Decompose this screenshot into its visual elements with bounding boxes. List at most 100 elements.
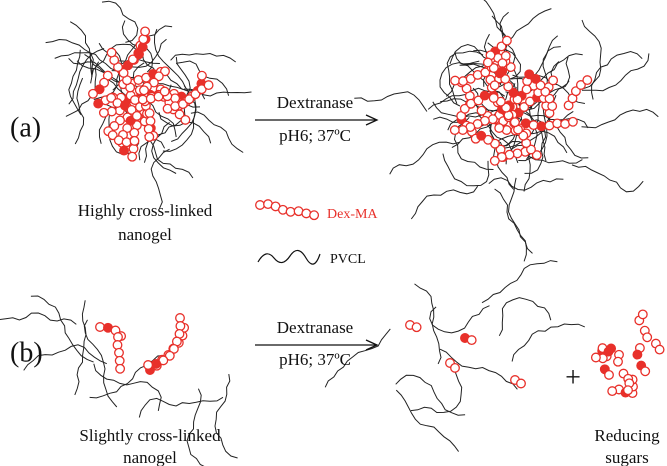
legend-label: PVCL — [330, 252, 366, 267]
polymer-chain — [215, 374, 238, 458]
dextran-unit — [459, 126, 468, 135]
dextran-unit — [537, 122, 546, 131]
dextran-unit — [116, 365, 125, 374]
arrow-label: Dextranase — [277, 318, 353, 337]
caption: nanogel — [118, 225, 172, 244]
dextran-unit — [480, 91, 489, 100]
dextran-unit — [160, 87, 169, 96]
dextran-unit — [477, 106, 486, 115]
dextran-unit — [145, 109, 154, 118]
dextran-unit — [144, 125, 153, 134]
polymer-chain — [396, 390, 458, 452]
dextran-unit — [604, 347, 613, 356]
dextran-unit — [643, 333, 652, 342]
dextran-unit — [129, 145, 138, 154]
dextran-unit — [525, 70, 534, 79]
dextran-unit — [484, 58, 493, 67]
polymer-chain — [191, 112, 243, 153]
dextran-unit — [140, 86, 149, 95]
dextran-unit — [412, 323, 421, 332]
dextran-unit — [583, 76, 592, 85]
polymer-chain — [430, 306, 490, 333]
dextran-unit — [639, 310, 648, 319]
polymer-chain — [512, 324, 585, 362]
dextran-unit — [96, 323, 105, 332]
dextran-unit — [495, 124, 504, 133]
caption: sugars — [605, 448, 648, 466]
dextran-unit — [641, 367, 650, 376]
panel-label: (a) — [10, 112, 41, 143]
plus-sign: + — [565, 362, 581, 393]
dextran-unit — [256, 201, 265, 210]
dextran-unit — [451, 76, 460, 85]
polymer-chain — [443, 154, 489, 186]
polymer-chain — [411, 186, 477, 219]
dextran-unit — [122, 138, 131, 147]
panel-label: (b) — [10, 337, 43, 368]
figure: (a) Dextranase pH6; 37ºC Highly cross-li… — [0, 0, 667, 466]
dextran-unit — [145, 133, 154, 142]
polymer-chain — [139, 397, 223, 417]
dextran-unit — [549, 76, 558, 85]
dextran-unit — [529, 121, 538, 130]
polymer-chain — [354, 92, 427, 112]
dextran-unit — [120, 146, 129, 155]
polymer-chain — [396, 375, 465, 415]
arrow-label: pH6; 37ºC — [279, 350, 351, 369]
dextran-unit — [114, 333, 123, 342]
dextran-unit — [115, 357, 124, 366]
dextran-unit — [522, 85, 531, 94]
dextran-unit — [286, 208, 295, 217]
dextran-unit — [176, 314, 185, 323]
dextran-unit — [451, 364, 460, 373]
dextran-unit — [141, 27, 150, 36]
dextran-unit — [310, 211, 319, 220]
dextran-unit — [94, 99, 103, 108]
dextran-unit — [139, 95, 148, 104]
decoration — [0, 0, 664, 466]
dextran-unit — [513, 149, 522, 158]
legend-line — [258, 250, 320, 264]
dextran-unit — [198, 71, 207, 80]
dextran-unit — [491, 157, 500, 166]
dextran-unit — [133, 112, 142, 121]
dextran-unit — [477, 131, 486, 140]
dextran-unit — [489, 115, 498, 124]
dextran-unit — [608, 387, 617, 396]
dextran-unit — [204, 81, 213, 90]
polymer-chain — [102, 1, 138, 42]
polymer-chain — [69, 49, 104, 105]
polymer-chain — [171, 54, 236, 63]
legend-label: Dex-MA — [327, 207, 378, 222]
dextran-unit — [614, 357, 623, 366]
arrow-label: pH6; 37ºC — [279, 126, 351, 145]
dextran-unit — [144, 361, 153, 370]
caption: nanogel — [123, 448, 177, 466]
dextran-unit — [107, 48, 116, 57]
dextran-unit — [490, 81, 499, 90]
dextran-unit — [592, 353, 601, 362]
arrow-label: Dextranase — [277, 93, 353, 112]
dextran-unit — [624, 386, 633, 395]
polymer-chain — [499, 298, 551, 336]
dextran-unit — [176, 322, 185, 331]
dextran-unit — [89, 90, 98, 99]
polymer-chain — [582, 109, 659, 127]
dextran-unit — [113, 341, 122, 350]
dextran-unit — [633, 350, 642, 359]
dextran-unit — [108, 107, 117, 116]
dextran-unit — [451, 126, 460, 135]
dextran-unit — [503, 36, 512, 45]
polymer-chain — [572, 165, 643, 192]
caption: Highly cross-linked — [78, 201, 213, 220]
dextran-unit — [128, 152, 137, 161]
dextran-unit — [152, 360, 161, 369]
caption: Reducing — [594, 426, 660, 445]
dextran-unit — [100, 109, 109, 118]
dextran-unit — [511, 118, 520, 127]
caption: Slightly cross-linked — [79, 426, 221, 445]
dextran-unit — [467, 336, 476, 345]
dextran-unit — [130, 137, 139, 146]
dextran-unit — [498, 59, 507, 68]
polymer-chain — [0, 313, 76, 324]
